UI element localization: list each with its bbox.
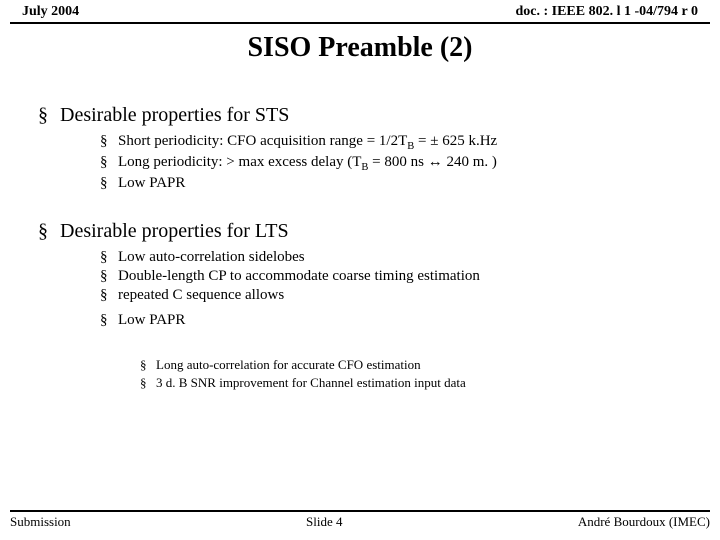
- header-date: July 2004: [22, 4, 79, 20]
- sub-item: Low PAPR: [100, 312, 690, 329]
- section-heading: Desirable properties for STS: [60, 104, 690, 127]
- sub-item: Low PAPR: [100, 175, 690, 192]
- sub-item: Short periodicity: CFO acquisition range…: [100, 133, 690, 152]
- sub-item: Low auto-correlation sidelobes: [100, 249, 690, 266]
- footer-left: Submission: [10, 514, 71, 530]
- sub-item: repeated C sequence allows: [100, 287, 690, 304]
- sub-list: Short periodicity: CFO acquisition range…: [100, 133, 690, 192]
- subsub-item: 3 d. B SNR improvement for Channel estim…: [140, 375, 690, 391]
- subsub-list: Long auto-correlation for accurate CFO e…: [140, 357, 690, 391]
- slide-title: SISO Preamble (2): [0, 32, 720, 64]
- header-docref: doc. : IEEE 802. l 1 -04/794 r 0: [515, 4, 698, 20]
- subsub-item: Long auto-correlation for accurate CFO e…: [140, 357, 690, 373]
- footer-center: Slide 4: [306, 514, 342, 530]
- sub-list: Low auto-correlation sidelobes Double-len…: [100, 249, 690, 329]
- slide-header: July 2004 doc. : IEEE 802. l 1 -04/794 r…: [10, 0, 710, 24]
- sub-item: Double-length CP to accommodate coarse t…: [100, 268, 690, 285]
- footer-right: André Bourdoux (IMEC): [578, 514, 710, 530]
- slide-content: Desirable properties for STS Short period…: [0, 64, 720, 391]
- section-heading: Desirable properties for LTS: [60, 220, 690, 243]
- sub-item: Long periodicity: > max excess delay (TB…: [100, 154, 690, 173]
- slide-footer: Submission Slide 4 André Bourdoux (IMEC): [10, 510, 710, 530]
